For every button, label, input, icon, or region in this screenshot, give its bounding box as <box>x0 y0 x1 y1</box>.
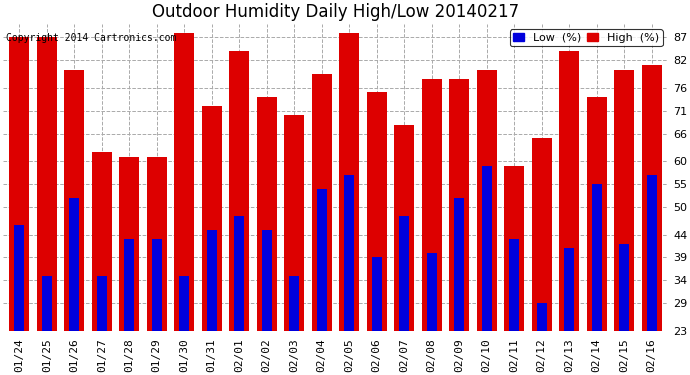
Bar <box>394 124 414 331</box>
Bar <box>262 230 272 331</box>
Bar <box>619 244 629 331</box>
Bar <box>64 69 84 331</box>
Bar <box>614 69 634 331</box>
Title: Outdoor Humidity Daily High/Low 20140217: Outdoor Humidity Daily High/Low 20140217 <box>152 3 519 21</box>
Bar <box>400 216 409 331</box>
Bar <box>564 248 574 331</box>
Text: Copyright 2014 Cartronics.com: Copyright 2014 Cartronics.com <box>6 33 177 43</box>
Bar <box>372 258 382 331</box>
Bar <box>559 51 579 331</box>
Bar <box>454 198 464 331</box>
Bar <box>339 33 359 331</box>
Bar <box>312 74 332 331</box>
Bar <box>586 97 607 331</box>
Bar <box>592 184 602 331</box>
Bar <box>119 157 139 331</box>
Bar <box>537 303 546 331</box>
Bar <box>422 79 442 331</box>
Bar <box>179 276 189 331</box>
Bar <box>257 97 277 331</box>
Bar <box>477 69 497 331</box>
Bar <box>14 225 24 331</box>
Bar <box>97 276 107 331</box>
Bar <box>284 116 304 331</box>
Bar <box>642 65 662 331</box>
Bar <box>92 152 112 331</box>
Bar <box>229 51 249 331</box>
Bar <box>509 239 519 331</box>
Bar <box>152 239 161 331</box>
Bar <box>317 189 326 331</box>
Bar <box>449 79 469 331</box>
Bar <box>175 33 194 331</box>
Bar <box>124 239 134 331</box>
Bar <box>532 138 551 331</box>
Bar <box>426 253 437 331</box>
Bar <box>482 166 491 331</box>
Bar <box>207 230 217 331</box>
Bar <box>42 276 52 331</box>
Bar <box>289 276 299 331</box>
Bar <box>147 157 167 331</box>
Bar <box>647 175 657 331</box>
Bar <box>202 106 221 331</box>
Bar <box>69 198 79 331</box>
Bar <box>37 38 57 331</box>
Legend: Low  (%), High  (%): Low (%), High (%) <box>510 29 662 46</box>
Bar <box>235 216 244 331</box>
Bar <box>504 166 524 331</box>
Bar <box>10 38 29 331</box>
Bar <box>344 175 354 331</box>
Bar <box>367 93 386 331</box>
